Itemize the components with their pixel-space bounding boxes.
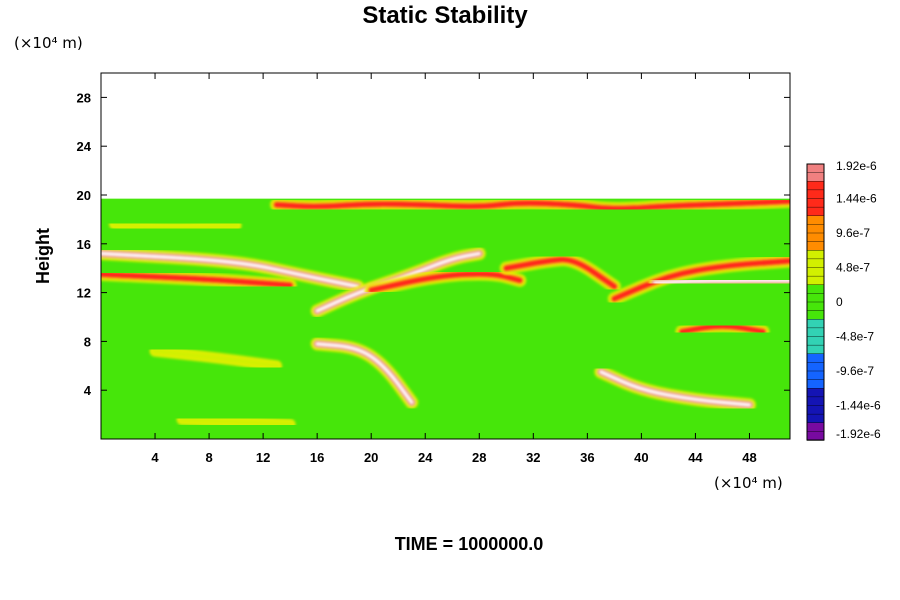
colorbar-segment [806,258,825,269]
colorbar-label: 9.6e-7 [836,226,870,240]
colorbar-label: 1.44e-6 [836,192,877,206]
colorbar-segment [806,206,825,217]
colorbar-segment [806,241,825,251]
x-tick-label: 20 [364,450,378,465]
time-label: TIME = 1000000.0 [395,534,544,554]
x-tick-label: 48 [742,450,756,465]
x-tick-label: 8 [205,450,212,465]
colorbar-segment [806,301,825,312]
colorbar-segment [806,370,825,381]
colorbar-segment [806,362,825,372]
feature-8 [499,253,621,293]
colorbar-segment [806,224,825,234]
feature-core [599,370,751,407]
x-tick-label: 40 [634,450,648,465]
colorbar-segment [806,431,825,441]
feature-0 [101,247,365,293]
y-tick-label: 16 [77,237,91,252]
colorbar-segment [806,284,825,295]
colorbar-label: 1.92e-6 [836,159,877,173]
y-tick-label: 8 [84,334,91,349]
colorbar-label: 4.8e-7 [836,261,870,275]
y-axis-label: Height [33,228,53,284]
x-tick-label: 44 [688,450,703,465]
y-tick-label: 28 [77,90,91,105]
x-tick-label: 24 [418,450,433,465]
colorbar: 1.92e-6 1.44e-6 9.6e-7 4.8e-7 0 -4.8e-7 -9.6e-… [806,159,881,441]
feature-3 [648,273,790,290]
x-tick-label: 4 [151,450,159,465]
feature-core [315,342,414,404]
colorbar-label: 0 [836,295,843,309]
colorbar-segment [806,310,825,320]
y-tick-label: 20 [77,188,91,203]
colorbar-segment [806,344,825,355]
y-tick-label: 12 [77,286,91,301]
colorbar-segment [806,379,825,389]
colorbar-segment [806,232,825,243]
y-tick-label: 24 [77,139,92,154]
feature-band [273,197,790,213]
feature-10 [270,194,790,216]
colorbar-label: -9.6e-7 [836,364,874,378]
stability-field [101,194,790,439]
colorbar-label: -1.92e-6 [836,427,881,441]
feature-12 [176,413,296,430]
colorbar-segment [806,198,825,208]
plot-frame [100,72,791,440]
colorbar-segment [806,250,825,260]
colorbar-segment [806,163,825,174]
chart-title: Static Stability [362,2,528,29]
colorbar-segment [806,405,825,415]
colorbar-segment [806,388,825,398]
y-axis: 4 8 12 16 20 24 28 [77,90,790,398]
x-tick-label: 28 [472,450,486,465]
feature-band [112,221,239,231]
colorbar-frame [806,163,825,441]
colorbar-segment [806,172,825,182]
x-tick-label: 12 [256,450,270,465]
colorbar-segment [806,319,825,329]
feature-band [678,322,767,336]
colorbar-segment [806,215,825,226]
feature-core [653,278,790,285]
x-axis: 4 8 12 16 20 24 28 32 36 40 44 48 [151,73,757,465]
feature-core [101,252,360,288]
colorbar-segment [806,267,825,277]
colorbar-segment [806,275,825,286]
x-axis-unit: (×10⁴ m) [714,474,783,492]
y-axis-unit: (×10⁴ m) [14,34,83,52]
y-tick-label: 4 [84,383,92,398]
feature-1 [101,267,297,292]
x-tick-label: 36 [580,450,594,465]
feature-6 [310,337,419,409]
colorbar-segment [806,413,825,424]
feature-band [179,416,293,427]
colorbar-segment [806,336,825,346]
feature-11 [149,345,283,372]
feature-5 [364,267,527,297]
colorbar-segment [806,327,825,338]
feature-band [367,270,524,294]
colorbar-label: -4.8e-7 [836,330,874,344]
feature-13 [109,218,242,234]
feature-band [101,270,294,289]
colorbar-label: -1.44e-6 [836,399,881,413]
colorbar-segment [806,396,825,407]
feature-band [152,348,280,369]
feature-band [502,256,618,290]
colorbar-segment [806,422,825,433]
feature-9 [675,319,770,339]
colorbar-segment [806,181,825,191]
feature-7 [594,365,756,412]
colorbar-segment [806,293,825,303]
colorbar-segment [806,353,825,364]
x-tick-label: 32 [526,450,540,465]
x-tick-label: 16 [310,450,324,465]
colorbar-segment [806,189,825,200]
